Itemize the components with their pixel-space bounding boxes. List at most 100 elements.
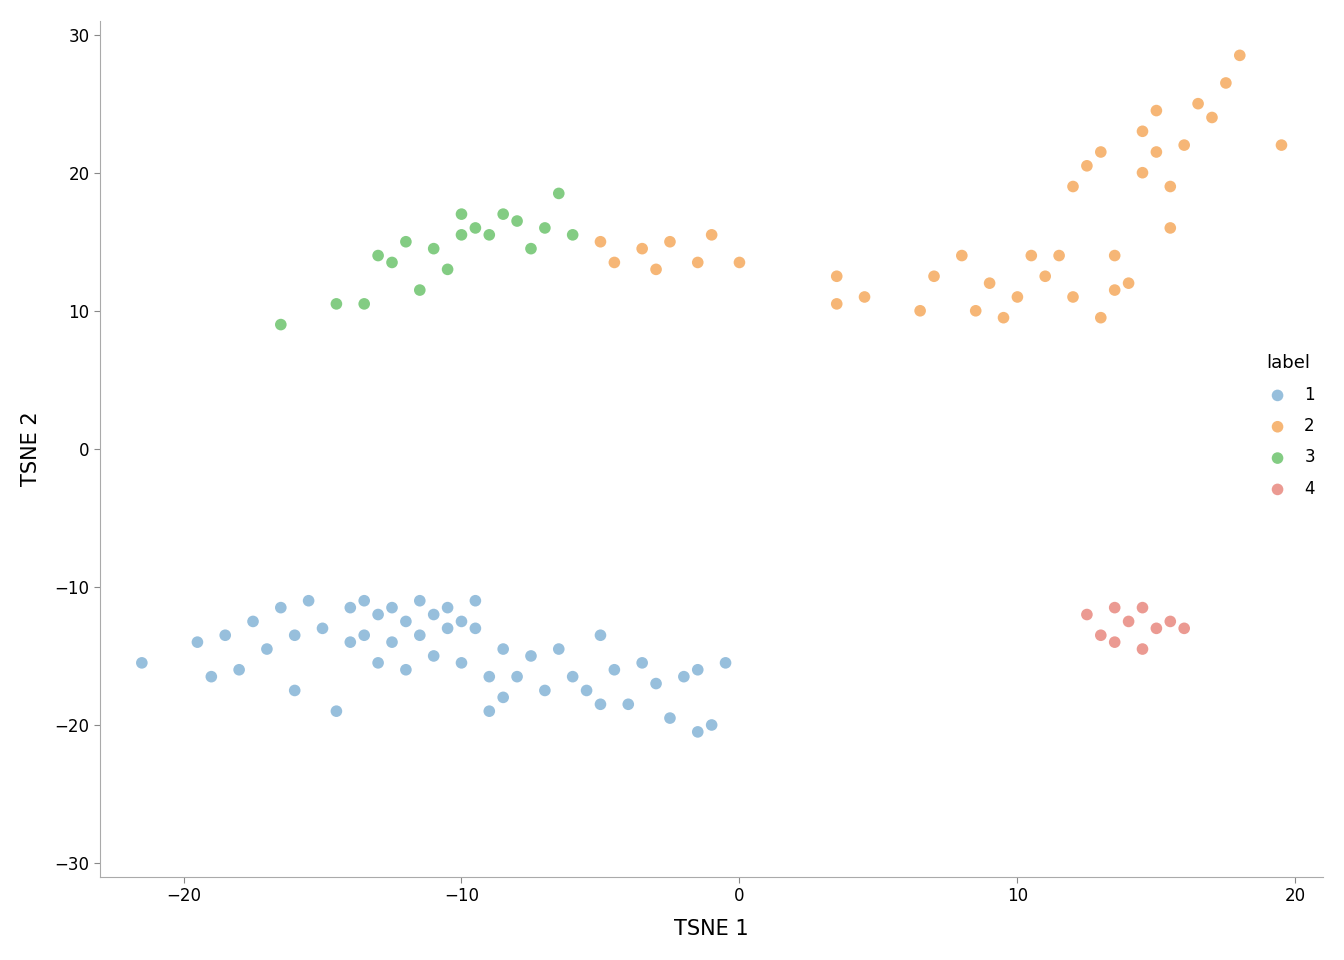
1 — [687, 662, 708, 678]
2 — [632, 241, 653, 256]
1 — [257, 641, 278, 657]
1 — [575, 683, 597, 698]
1 — [340, 600, 362, 615]
1 — [702, 717, 723, 732]
1 — [242, 613, 263, 629]
2 — [659, 234, 680, 250]
4 — [1132, 641, 1153, 657]
2 — [645, 262, 667, 277]
1 — [617, 697, 638, 712]
1 — [673, 669, 695, 684]
2 — [1103, 282, 1125, 298]
1 — [478, 669, 500, 684]
2 — [1132, 124, 1153, 139]
1 — [409, 628, 430, 643]
2 — [1132, 165, 1153, 180]
2 — [687, 254, 708, 270]
4 — [1077, 607, 1098, 622]
2 — [1035, 269, 1056, 284]
1 — [603, 662, 625, 678]
2 — [1090, 310, 1111, 325]
1 — [353, 628, 375, 643]
4 — [1103, 635, 1125, 650]
2 — [1187, 96, 1208, 111]
1 — [215, 628, 237, 643]
2 — [728, 254, 750, 270]
3 — [270, 317, 292, 332]
2 — [590, 234, 612, 250]
3 — [409, 282, 430, 298]
1 — [312, 621, 333, 636]
1 — [395, 613, 417, 629]
1 — [437, 600, 458, 615]
1 — [715, 655, 737, 670]
1 — [450, 613, 472, 629]
3 — [492, 206, 513, 222]
1 — [284, 683, 305, 698]
X-axis label: TSNE 1: TSNE 1 — [675, 919, 749, 939]
1 — [492, 689, 513, 705]
3 — [382, 254, 403, 270]
2 — [1145, 103, 1167, 118]
2 — [1090, 144, 1111, 159]
1 — [450, 655, 472, 670]
1 — [645, 676, 667, 691]
1 — [423, 648, 445, 663]
Y-axis label: TSNE 2: TSNE 2 — [22, 412, 40, 486]
3 — [534, 220, 555, 235]
1 — [492, 641, 513, 657]
1 — [632, 655, 653, 670]
2 — [827, 269, 848, 284]
2 — [603, 254, 625, 270]
1 — [465, 593, 487, 609]
1 — [423, 607, 445, 622]
2 — [923, 269, 945, 284]
2 — [1020, 248, 1042, 263]
2 — [1160, 220, 1181, 235]
2 — [853, 289, 875, 304]
3 — [465, 220, 487, 235]
2 — [910, 303, 931, 319]
1 — [395, 662, 417, 678]
1 — [687, 724, 708, 739]
1 — [270, 600, 292, 615]
1 — [187, 635, 208, 650]
2 — [1062, 289, 1083, 304]
3 — [548, 185, 570, 201]
1 — [465, 621, 487, 636]
3 — [450, 228, 472, 243]
3 — [395, 234, 417, 250]
4 — [1132, 600, 1153, 615]
3 — [450, 206, 472, 222]
1 — [200, 669, 222, 684]
4 — [1090, 628, 1111, 643]
2 — [1202, 109, 1223, 125]
1 — [520, 648, 542, 663]
4 — [1118, 613, 1140, 629]
2 — [1103, 248, 1125, 263]
2 — [1173, 137, 1195, 153]
2 — [1145, 144, 1167, 159]
3 — [367, 248, 388, 263]
1 — [507, 669, 528, 684]
3 — [520, 241, 542, 256]
Legend: 1, 2, 3, 4: 1, 2, 3, 4 — [1261, 354, 1314, 498]
2 — [952, 248, 973, 263]
1 — [590, 697, 612, 712]
1 — [367, 655, 388, 670]
1 — [478, 704, 500, 719]
3 — [423, 241, 445, 256]
1 — [298, 593, 320, 609]
1 — [382, 600, 403, 615]
4 — [1103, 600, 1125, 615]
1 — [409, 593, 430, 609]
2 — [1062, 179, 1083, 194]
4 — [1173, 621, 1195, 636]
1 — [382, 635, 403, 650]
2 — [1077, 158, 1098, 174]
3 — [562, 228, 583, 243]
1 — [284, 628, 305, 643]
2 — [1228, 48, 1250, 63]
2 — [965, 303, 986, 319]
2 — [1160, 179, 1181, 194]
